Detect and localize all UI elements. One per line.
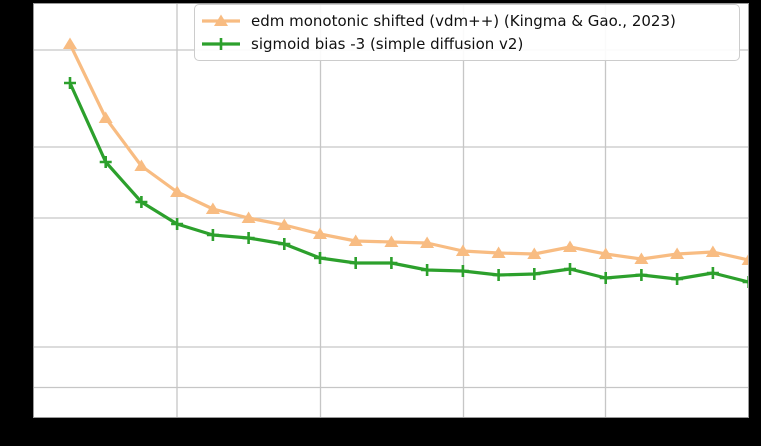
legend: edm monotonic shifted (vdm++) (Kingma & … <box>194 4 740 61</box>
plot-area <box>33 3 749 418</box>
legend-item: sigmoid bias -3 (simple diffusion v2) <box>201 33 733 57</box>
legend-marker-triangle-icon <box>202 14 240 26</box>
legend-item: edm monotonic shifted (vdm++) (Kingma & … <box>201 9 733 33</box>
legend-label: edm monotonic shifted (vdm++) (Kingma & … <box>251 11 676 30</box>
legend-marker-plus-icon <box>202 38 240 51</box>
chart-svg <box>34 4 748 417</box>
legend-label: sigmoid bias -3 (simple diffusion v2) <box>251 35 524 54</box>
